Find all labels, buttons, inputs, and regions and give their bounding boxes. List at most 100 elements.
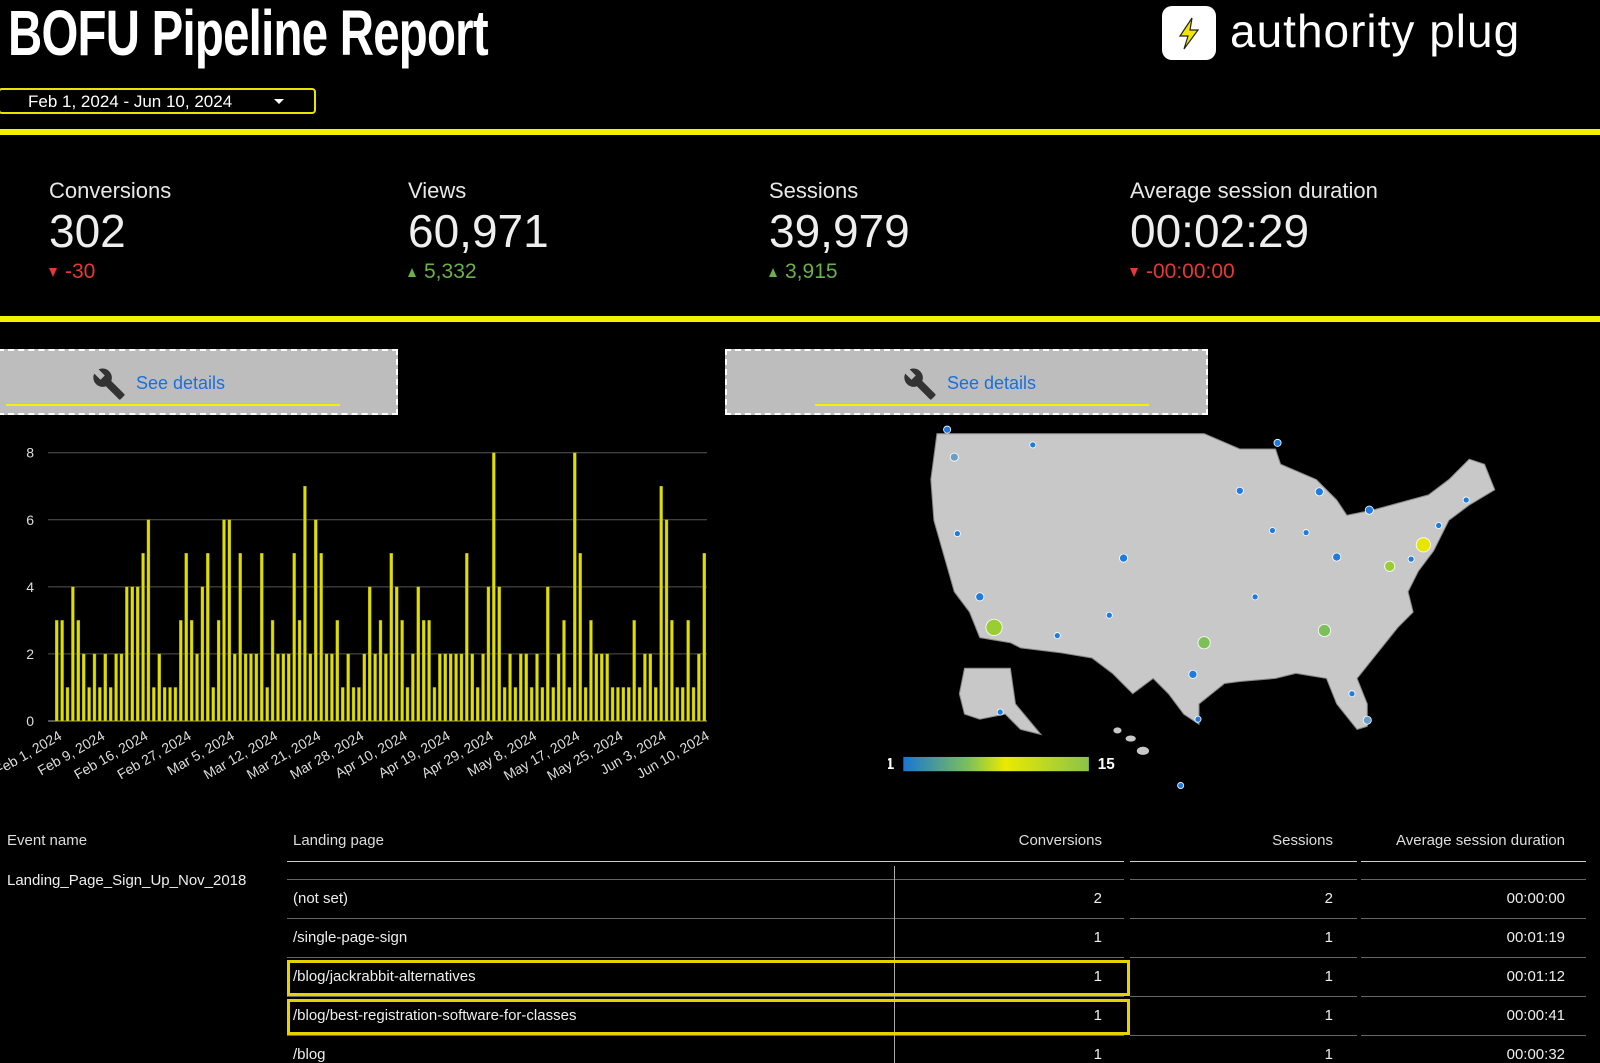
row-rule	[1130, 1035, 1357, 1036]
scorecard-label: Average session duration	[1130, 178, 1378, 203]
avg-session-duration: 00:00:00	[1506, 890, 1565, 907]
scorecard: Views 60,971 5,332	[408, 178, 748, 284]
bar	[200, 586, 205, 722]
avg-session-duration: 00:00:41	[1506, 1007, 1565, 1024]
scorecard-label: Views	[408, 178, 467, 203]
bar	[168, 687, 172, 722]
scorecard-delta-row: 3,915	[769, 260, 1109, 284]
bar	[621, 687, 626, 722]
bar	[341, 687, 345, 722]
column-header: Sessions	[1272, 832, 1333, 849]
delta-arrow	[769, 267, 777, 277]
bar	[141, 553, 145, 722]
color-scale-min: 1	[888, 756, 895, 773]
column-header: Conversions	[1018, 832, 1102, 849]
column-rule	[894, 919, 895, 958]
bar	[416, 586, 420, 722]
bar	[529, 687, 534, 722]
bar	[519, 653, 523, 722]
dropdown-caret	[274, 99, 284, 109]
bar	[378, 620, 383, 722]
color-scale	[903, 756, 1089, 772]
bar	[270, 620, 275, 722]
bar	[659, 486, 663, 722]
conversions: 1	[1093, 929, 1102, 946]
bar	[508, 653, 512, 722]
bar	[492, 452, 496, 722]
bar	[260, 553, 264, 722]
bar	[109, 687, 113, 722]
row-rule	[287, 918, 1124, 919]
bar	[384, 653, 388, 722]
bar	[71, 586, 75, 722]
button-label: See details	[947, 373, 1037, 393]
conversions: 2	[1093, 890, 1102, 907]
date-range-picker[interactable]: Feb 1, 2024 - Jun 10, 2024	[0, 88, 316, 114]
bar	[422, 620, 426, 722]
row-rule	[1130, 879, 1357, 880]
bar	[265, 687, 269, 722]
divider	[0, 129, 1600, 135]
bar	[448, 653, 453, 722]
bar	[92, 653, 97, 722]
bar	[411, 653, 415, 722]
bar	[227, 519, 232, 722]
bar	[702, 553, 706, 722]
wrench-icon	[93, 368, 125, 400]
bar	[486, 586, 491, 722]
delta-arrow	[49, 267, 57, 277]
scorecard: Average session duration 00:02:29 -00:00:0…	[1130, 178, 1470, 284]
bar	[76, 620, 80, 722]
sessions: 1	[1324, 929, 1333, 946]
bar	[675, 687, 679, 722]
scorecard-delta: -00:00:00	[1146, 260, 1235, 283]
row-rule	[1130, 918, 1357, 919]
bar	[389, 553, 393, 722]
bar	[616, 687, 620, 722]
row-rule	[1130, 957, 1357, 958]
bar	[82, 653, 86, 722]
row-rule	[287, 957, 1124, 958]
bar	[189, 620, 194, 722]
us-outline	[930, 433, 1496, 730]
bar	[400, 620, 404, 722]
underline	[815, 404, 1149, 406]
y-tick-label: 8	[26, 445, 34, 461]
bar	[513, 687, 518, 722]
scorecard-delta-row: -00:00:00	[1130, 260, 1470, 284]
bar	[654, 687, 658, 722]
see-details-button[interactable]: See details	[0, 349, 398, 415]
see-details-button[interactable]: See details	[725, 349, 1208, 415]
avg-session-duration: 00:01:12	[1506, 968, 1565, 985]
landing-page: /kids-activities	[293, 866, 386, 868]
bar	[206, 553, 210, 722]
bar	[643, 653, 647, 722]
bar	[443, 653, 447, 722]
bar	[281, 653, 286, 722]
bar	[589, 620, 593, 722]
landing-page: (not set)	[293, 890, 349, 907]
bar	[594, 653, 599, 722]
sessions: 1	[1324, 1007, 1333, 1024]
landing-page: /single-page-sign	[293, 929, 408, 946]
bar	[637, 687, 642, 722]
bar	[562, 620, 566, 722]
sessions: 2	[1324, 890, 1333, 907]
bar	[497, 586, 501, 722]
bar	[98, 687, 102, 722]
bar	[179, 620, 183, 722]
row-rule	[1130, 996, 1357, 997]
header-rule	[1361, 861, 1586, 862]
column-rule	[894, 1036, 895, 1063]
y-tick-label: 2	[26, 646, 34, 662]
bar	[432, 687, 437, 722]
conversions: 1	[1093, 968, 1102, 985]
bar	[254, 653, 259, 722]
bar	[686, 620, 690, 722]
bar	[314, 519, 318, 722]
column-rule	[894, 866, 895, 880]
bar	[632, 620, 636, 722]
bar	[60, 620, 64, 722]
